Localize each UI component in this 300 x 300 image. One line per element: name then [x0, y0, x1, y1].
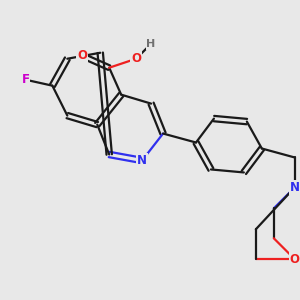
Text: O: O: [77, 49, 87, 62]
Text: N: N: [137, 154, 147, 167]
Text: O: O: [131, 52, 141, 65]
Text: N: N: [290, 181, 300, 194]
Text: O: O: [290, 253, 300, 266]
Text: H: H: [146, 39, 156, 49]
Text: F: F: [21, 73, 29, 86]
